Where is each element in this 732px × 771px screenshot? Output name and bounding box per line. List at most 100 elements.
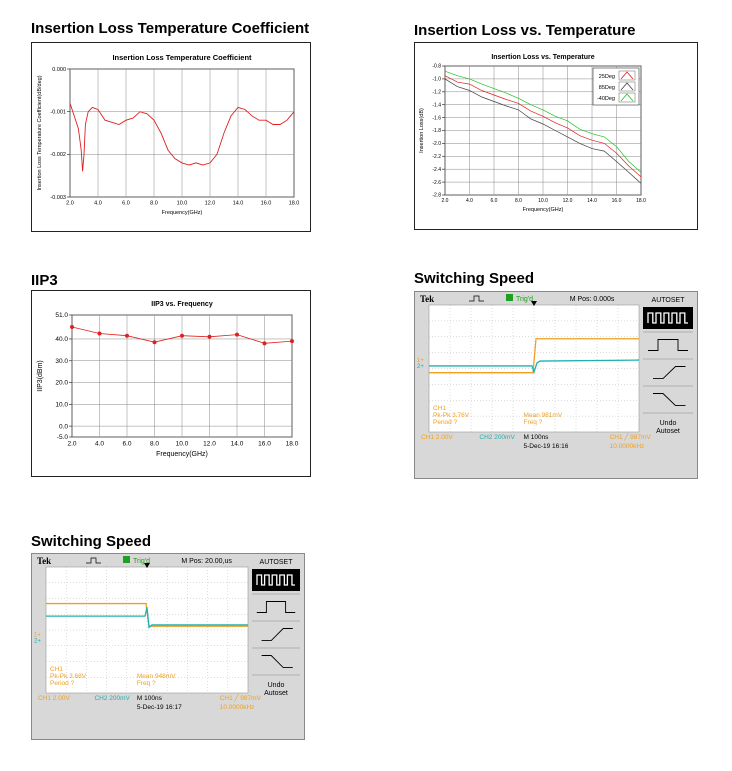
y-tick-label: 0.0 — [59, 423, 68, 430]
data-point — [235, 332, 239, 337]
trigger-status: Trig'd — [516, 296, 533, 303]
ch1-trace — [429, 338, 639, 374]
meas-ch1-label: CH1 — [433, 405, 446, 412]
undo-autoset-label: Autoset — [264, 690, 288, 697]
legend-label: 25Deg — [599, 74, 615, 80]
trigger-frequency: 10.0000kHz — [610, 443, 645, 450]
section-title-switch2: Switching Speed — [31, 533, 152, 550]
y-tick-label: -2.4 — [432, 167, 441, 173]
chart-title: IIP3 vs. Frequency — [151, 301, 213, 308]
meas-period: Period ? — [433, 419, 458, 426]
timebase: M 100ns — [524, 434, 550, 441]
x-tick-label: 10.0 — [538, 198, 548, 204]
il-temp-chart-panel: Insertion Loss vs. Temperature 2.0 4.0 6.0 8… — [414, 42, 698, 230]
x-tick-label: 8.0 — [150, 201, 158, 207]
series-line-1 — [444, 78, 642, 184]
rising-edge-icon — [261, 628, 293, 642]
y-tick-label: -2.8 — [432, 193, 441, 199]
section-title-switch1: Switching Speed — [414, 270, 535, 287]
x-tick-label: 12.0 — [563, 198, 573, 204]
x-tick-label: 16.0 — [261, 201, 272, 207]
legend-line — [620, 93, 634, 102]
trigger-level: CH1 ╱ 987mV — [220, 693, 262, 702]
y-tick-label: 40.0 — [55, 336, 68, 343]
legend-line — [620, 71, 634, 80]
multi-cycle-icon — [647, 312, 688, 324]
rising-edge-icon — [653, 366, 686, 380]
autoset-label: AUTOSET — [652, 297, 686, 304]
y-tick-label: -1.6 — [432, 115, 441, 121]
legend-swatch — [618, 92, 636, 103]
scope-brand: Tek — [37, 556, 51, 566]
section-title-iip3: IIP3 — [31, 272, 58, 289]
scope-screenshot-1: Tek Trig'd M Pos: 0.000s AUTOSET 1+ 2+ CH1 Pk-P… — [414, 291, 698, 479]
autoset-multi-cycle-button — [252, 569, 300, 591]
x-tick-label: 18.0 — [289, 201, 300, 207]
x-tick-label: 10.0 — [176, 441, 189, 448]
y-tick-label: -1.2 — [432, 89, 441, 95]
meas-period: Period ? — [50, 680, 75, 687]
data-point — [262, 341, 267, 346]
ch2-scale: CH2 200mV — [479, 434, 515, 441]
il-temp-chart: Insertion Loss vs. Temperature 2.0 4.0 6.0 8… — [419, 54, 646, 213]
x-tick-label: 14.0 — [587, 198, 597, 204]
meas-mean: Mean 981mV — [524, 412, 563, 419]
x-axis-label: Frequency(GHz) — [162, 210, 203, 216]
scope-2-display: Tek Trig'd M Pos: 20.00,us AUTOSET 1+2+ CH1Pk… — [34, 556, 300, 711]
legend-swatch — [618, 70, 636, 81]
undo-autoset-button: Undo — [660, 420, 677, 427]
data-point — [180, 333, 184, 338]
y-tick-label: 20.0 — [55, 380, 68, 387]
ch2-marker: 2+ — [417, 364, 424, 370]
y-axis-label: IIP3(dBm) — [37, 360, 44, 392]
x-tick-label: 18.0 — [286, 441, 299, 448]
iip3-chart-panel: IIP3 vs. Frequency 2.0 4.0 6.0 8.0 10.0 12.0 14… — [31, 290, 311, 477]
single-cycle-icon — [648, 339, 688, 351]
meas-mean: Mean 948mV — [137, 673, 176, 680]
y-tick-label: 10.0 — [55, 401, 68, 408]
x-tick-label: 2.0 — [66, 201, 74, 207]
il-coef-chart: Insertion Loss Temperature Coefficient 2.… — [37, 53, 300, 216]
y-tick-label: -5.0 — [57, 434, 69, 441]
y-axis-label: Insertion Loss Temperature Coefficient(d… — [37, 75, 43, 190]
y-tick-label: -1.4 — [432, 102, 441, 108]
il-coef-chart-panel: Insertion Loss Temperature Coefficient 2.… — [31, 42, 311, 232]
meas-ch1-label: CH1 — [50, 666, 63, 673]
data-point — [207, 334, 212, 339]
x-tick-label: 8.0 — [150, 441, 159, 448]
data-point — [290, 339, 294, 344]
data-point — [97, 331, 102, 336]
x-tick-label: 2.0 — [67, 441, 76, 448]
autoset-multi-cycle-button — [643, 307, 693, 329]
trigger-position-icon — [531, 301, 537, 306]
multi-cycle-icon — [256, 574, 295, 586]
section-title-il-temp: Insertion Loss vs. Temperature — [414, 22, 636, 39]
x-tick-label: 16.0 — [612, 198, 622, 204]
ch1-marker: 1+ — [417, 358, 424, 364]
x-tick-label: 14.0 — [233, 201, 244, 207]
y-tick-label: -1.0 — [432, 77, 441, 83]
trigger-frequency: 10.0000kHz — [220, 704, 255, 711]
y-tick-label: 30.0 — [55, 358, 68, 365]
meas-pkpk: Pk-Pk 3.76V — [433, 412, 470, 419]
timestamp: 5-Dec-19 16:16 — [524, 443, 569, 450]
data-point — [152, 340, 157, 345]
trigger-position-icon — [144, 563, 150, 568]
meas-freq: Freq ? — [524, 419, 543, 426]
undo-autoset-button: Undo — [268, 682, 285, 689]
x-tick-label: 12.0 — [203, 441, 216, 448]
y-tick-label: -0.003 — [50, 195, 66, 201]
y-tick-label: -2.0 — [432, 141, 441, 147]
y-tick-label: -1.8 — [432, 128, 441, 134]
x-tick-label: 14.0 — [231, 441, 244, 448]
ch1-scale: CH1 2.00V — [38, 695, 70, 702]
data-point — [70, 324, 74, 329]
x-tick-label: 16.0 — [258, 441, 271, 448]
x-tick-label: 4.0 — [95, 441, 104, 448]
falling-edge-icon — [261, 655, 293, 669]
trigger-level: CH1 ╱ 987mV — [610, 432, 652, 441]
legend-swatch — [618, 81, 636, 92]
x-tick-label: 18.0 — [636, 198, 646, 204]
chart-title: Insertion Loss Temperature Coefficient — [112, 53, 252, 62]
ch2-scale: CH2 200mV — [94, 695, 130, 702]
